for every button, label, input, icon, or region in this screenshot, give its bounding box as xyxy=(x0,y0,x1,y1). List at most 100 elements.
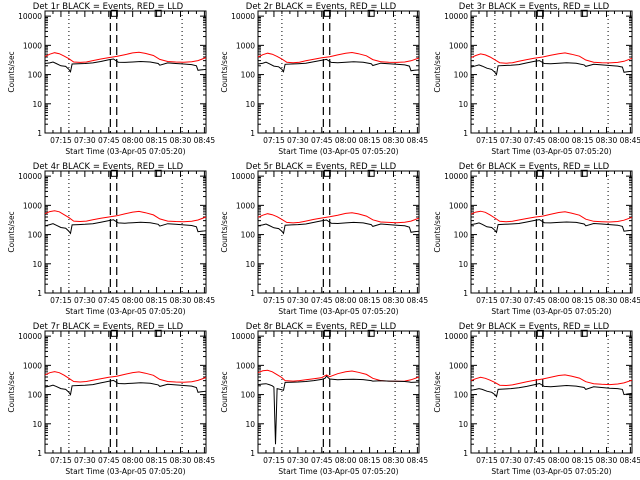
panel-title: Det 2r BLACK = Events, RED = LLD xyxy=(246,2,397,12)
plot-frame xyxy=(470,170,633,294)
y-tick-label: 100 xyxy=(241,231,256,240)
y-tick-label: 10000 xyxy=(444,332,468,341)
plot-frame xyxy=(44,330,207,454)
x-tick-label: 08:00 xyxy=(122,456,144,465)
panel-title: Det 8r BLACK = Events, RED = LLD xyxy=(246,322,397,332)
x-tick-label: 08:45 xyxy=(407,136,429,145)
x-axis-label: Start Time (03-Apr-05 07:05:20) xyxy=(491,147,611,156)
x-tick-label: 08:00 xyxy=(548,136,570,145)
time-marker xyxy=(110,169,118,177)
x-tick-label: 07:45 xyxy=(311,456,333,465)
x-tick-label: 08:45 xyxy=(407,456,429,465)
plot-frame xyxy=(44,10,207,134)
y-tick-label: 1000 xyxy=(449,361,468,370)
x-tick-label: 08:00 xyxy=(122,136,144,145)
x-tick-label: 08:15 xyxy=(359,136,381,145)
y-tick-label: 10000 xyxy=(231,332,255,341)
x-tick-label: 07:45 xyxy=(524,296,546,305)
y-axis-label: Counts/sec xyxy=(433,51,442,92)
x-tick-label: 07:30 xyxy=(74,456,96,465)
y-axis-label: Counts/sec xyxy=(433,211,442,252)
y-tick-label: 100 xyxy=(28,391,43,400)
x-tick-label: 07:30 xyxy=(500,456,522,465)
y-tick-label: 10000 xyxy=(231,172,255,181)
lld-series-line xyxy=(470,52,633,64)
x-tick-label: 07:45 xyxy=(98,456,120,465)
x-tick-label: 08:00 xyxy=(548,456,570,465)
y-tick-label: 1000 xyxy=(449,41,468,50)
x-tick-label: 07:15 xyxy=(263,136,285,145)
panel-title: Det 9r BLACK = Events, RED = LLD xyxy=(459,322,610,332)
events-series-line xyxy=(257,219,420,235)
lld-series-line xyxy=(44,51,207,63)
y-axis-label: Counts/sec xyxy=(7,211,16,252)
x-tick-label: 07:15 xyxy=(50,456,72,465)
y-tick-label: 1 xyxy=(250,289,255,298)
y-axis-label: Counts/sec xyxy=(7,51,16,92)
panel-title: Det 1r BLACK = Events, RED = LLD xyxy=(33,2,184,12)
x-tick-label: 08:45 xyxy=(194,296,216,305)
plot-frame xyxy=(257,330,420,454)
events-series-line xyxy=(44,58,207,73)
detector-panel-2: Det 2r BLACK = Events, RED = LLD 1 10 100 10… xyxy=(220,2,428,156)
y-tick-label: 10 xyxy=(458,420,468,429)
x-tick-label: 07:15 xyxy=(50,136,72,145)
time-marker xyxy=(536,169,544,177)
lld-series-line xyxy=(257,51,420,64)
x-tick-label: 08:30 xyxy=(170,456,192,465)
x-axis-label: Start Time (03-Apr-05 07:05:20) xyxy=(65,307,185,316)
y-tick-label: 100 xyxy=(28,71,43,80)
time-marker xyxy=(154,329,162,337)
time-marker xyxy=(323,9,331,17)
x-tick-label: 08:15 xyxy=(146,296,168,305)
y-tick-label: 10000 xyxy=(18,12,42,21)
y-tick-label: 1000 xyxy=(236,201,255,210)
x-axis-label: Start Time (03-Apr-05 07:05:20) xyxy=(278,307,398,316)
x-tick-label: 08:45 xyxy=(620,296,640,305)
x-tick-label: 07:30 xyxy=(287,296,309,305)
y-tick-label: 1000 xyxy=(23,201,42,210)
x-tick-label: 08:45 xyxy=(620,456,640,465)
time-marker xyxy=(323,329,331,337)
plot-frame xyxy=(44,170,207,294)
time-marker xyxy=(367,169,375,177)
y-tick-label: 1 xyxy=(463,129,468,138)
x-tick-label: 08:15 xyxy=(572,136,594,145)
y-tick-label: 1 xyxy=(37,449,42,458)
x-tick-label: 08:30 xyxy=(383,136,405,145)
x-tick-label: 08:00 xyxy=(122,296,144,305)
x-tick-label: 07:15 xyxy=(263,456,285,465)
x-tick-label: 08:15 xyxy=(146,456,168,465)
lld-series-line xyxy=(44,210,207,223)
lld-series-line xyxy=(470,374,633,387)
y-axis-label: Counts/sec xyxy=(220,51,229,92)
x-tick-label: 07:15 xyxy=(476,296,498,305)
x-tick-label: 08:30 xyxy=(170,136,192,145)
lld-series-line xyxy=(470,210,633,223)
panel-title: Det 5r BLACK = Events, RED = LLD xyxy=(246,162,397,172)
events-series-line xyxy=(257,375,420,445)
x-tick-label: 08:00 xyxy=(335,136,357,145)
y-axis-label: Counts/sec xyxy=(7,371,16,412)
y-tick-label: 1000 xyxy=(236,41,255,50)
detector-panel-3: Det 3r BLACK = Events, RED = LLD 1 10 100 10… xyxy=(433,2,640,156)
time-marker xyxy=(580,9,588,17)
x-tick-label: 07:30 xyxy=(500,296,522,305)
time-marker xyxy=(536,9,544,17)
x-tick-label: 07:15 xyxy=(50,296,72,305)
x-tick-label: 08:00 xyxy=(548,296,570,305)
time-marker xyxy=(110,329,118,337)
y-tick-label: 100 xyxy=(241,391,256,400)
y-tick-label: 1000 xyxy=(23,361,42,370)
x-tick-label: 08:30 xyxy=(596,296,618,305)
x-axis-label: Start Time (03-Apr-05 07:05:20) xyxy=(491,307,611,316)
x-tick-label: 08:45 xyxy=(620,136,640,145)
x-tick-label: 08:45 xyxy=(194,456,216,465)
y-tick-label: 100 xyxy=(28,231,43,240)
x-tick-label: 07:45 xyxy=(524,456,546,465)
detector-panel-4: Det 4r BLACK = Events, RED = LLD 1 10 100 10… xyxy=(7,162,215,316)
x-tick-label: 08:00 xyxy=(335,296,357,305)
x-tick-label: 07:15 xyxy=(476,136,498,145)
detector-panel-6: Det 6r BLACK = Events, RED = LLD 1 10 100 10… xyxy=(433,162,640,316)
